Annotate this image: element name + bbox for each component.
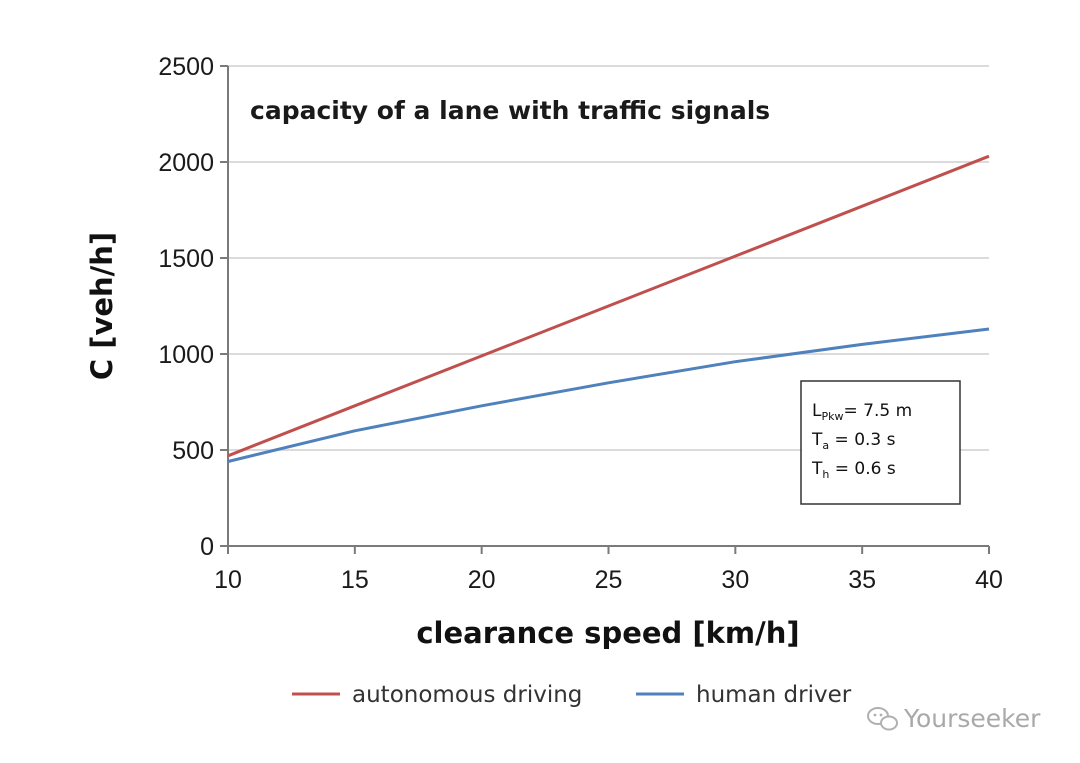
x-tick-label-25: 25 [595, 566, 623, 594]
y-tick-labels: 0 500 1000 1500 2000 2500 [158, 53, 228, 561]
watermark-text: Yourseeker [903, 704, 1041, 733]
x-tick-label-35: 35 [848, 566, 876, 594]
parameter-length: LPkw= 7.5 m [812, 401, 912, 423]
legend: autonomous driving human driver [292, 682, 852, 708]
y-tick-label-1500: 1500 [158, 245, 214, 273]
y-tick-label-0: 0 [200, 533, 214, 561]
x-tick-label-15: 15 [341, 566, 369, 594]
param-ta-sub: a [822, 439, 829, 452]
x-axis-title: clearance speed [km/h] [416, 616, 799, 650]
y-tick-label-1000: 1000 [158, 341, 214, 369]
y-tick-label-2500: 2500 [158, 53, 214, 81]
param-ta-rest: = 0.3 s [829, 430, 895, 450]
x-tick-labels: 10 15 20 25 30 35 40 [214, 546, 1003, 594]
chart-annotation: capacity of a lane with traffic signals [250, 96, 770, 125]
param-l-rest: = 7.5 m [843, 401, 912, 421]
parameter-box-frame [800, 380, 961, 505]
x-tick-label-40: 40 [975, 566, 1003, 594]
y-tick-label-500: 500 [172, 437, 214, 465]
legend-label-human: human driver [696, 682, 852, 708]
series-lines [227, 154, 990, 463]
parameter-th: Th = 0.6 s [811, 459, 896, 481]
param-ta-main: T [811, 430, 823, 450]
series-line-autonomous-driving [227, 154, 990, 458]
y-tick-label-2000: 2000 [158, 149, 214, 177]
watermark: Yourseeker [867, 704, 1041, 733]
param-l-main: L [812, 401, 822, 421]
wechat-icon [867, 707, 898, 731]
x-tick-label-30: 30 [721, 566, 749, 594]
param-l-sub: Pkw [821, 410, 843, 423]
legend-label-autonomous: autonomous driving [352, 682, 582, 708]
param-th-sub: h [822, 468, 829, 481]
parameter-ta: Ta = 0.3 s [811, 430, 896, 452]
x-tick-label-10: 10 [214, 566, 242, 594]
series-line-human-driver [227, 327, 990, 463]
param-th-rest: = 0.6 s [829, 459, 895, 479]
x-tick-label-20: 20 [468, 566, 496, 594]
param-th-main: T [811, 459, 823, 479]
y-axis-title: C [veh/h] [85, 232, 119, 380]
parameter-box: LPkw= 7.5 m Ta = 0.3 s Th = 0.6 s [800, 380, 961, 505]
